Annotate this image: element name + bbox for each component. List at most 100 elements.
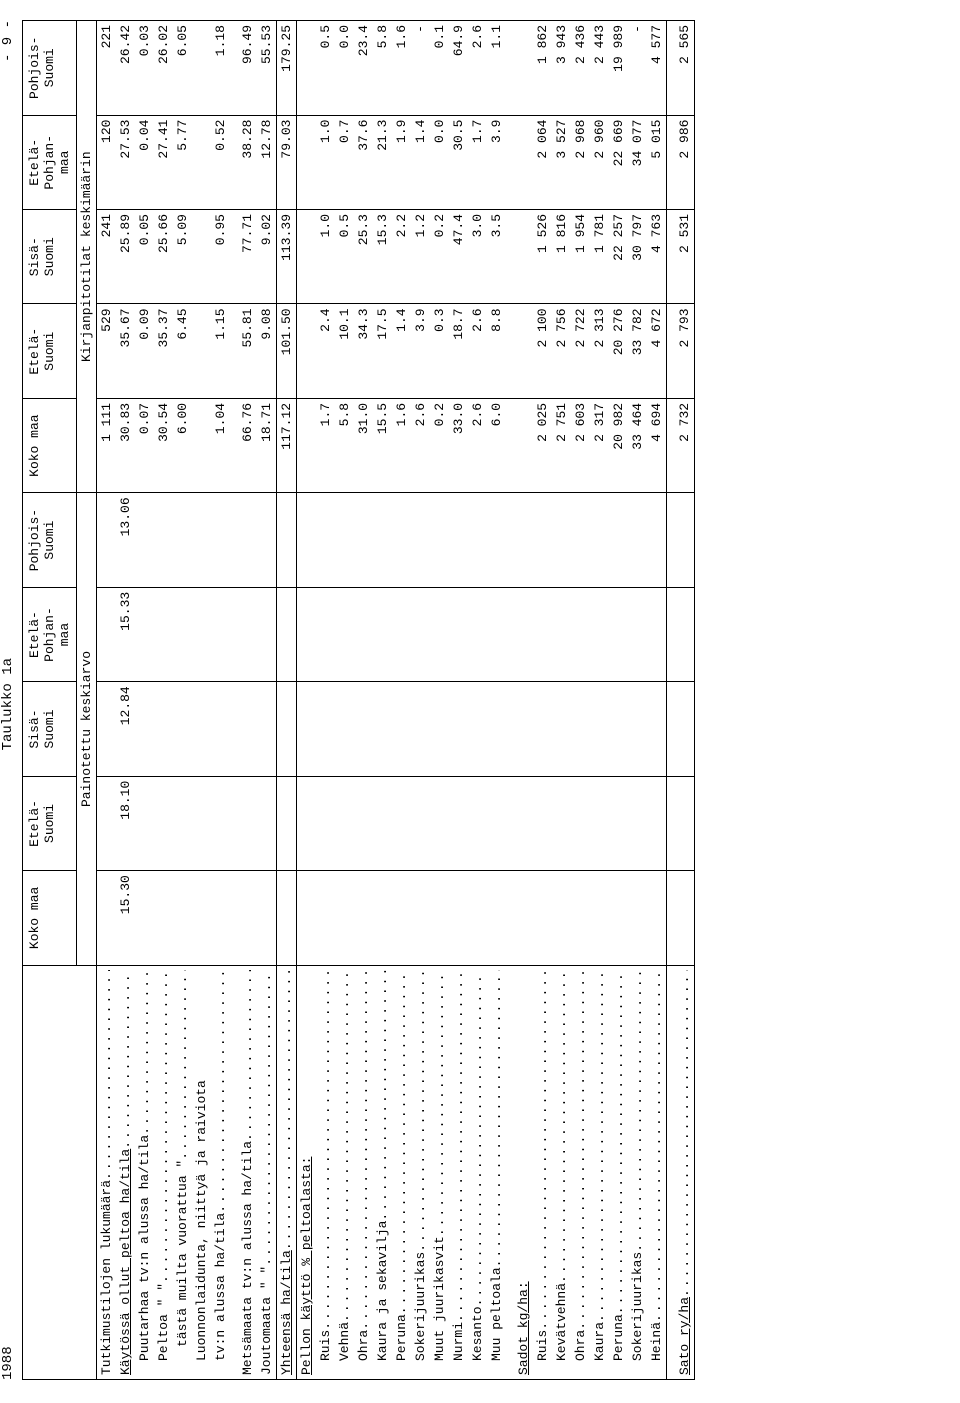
group-header-kirjanpito: Kirjanpitotilat keskimäärin: [77, 21, 97, 493]
cell: 221: [97, 21, 117, 116]
row-label: Sadot kg/ha:: [516, 1281, 531, 1375]
cell: 101.50: [277, 304, 297, 398]
cell: 1 954: [571, 210, 590, 304]
cell: 3.5: [487, 210, 506, 304]
cell: 0.5: [335, 210, 354, 304]
cell: 5.8: [373, 21, 392, 116]
cell: [552, 776, 571, 870]
row-label: Käytössä ollut peltoa ha/tila: [118, 1149, 133, 1375]
cell: 2.6: [468, 304, 487, 398]
cell: 3.9: [487, 115, 506, 209]
cell: [230, 776, 257, 870]
cell: 1 816: [552, 210, 571, 304]
cell: [392, 587, 411, 681]
row-label: Kevätvehnä: [554, 1283, 569, 1361]
dots: [318, 970, 333, 1330]
table-row: Puutarhaa tv:n alussa ha/tila0.070.090.0…: [135, 21, 154, 1380]
row-label: Ruis: [535, 1330, 550, 1361]
cell: 2 756: [552, 304, 571, 398]
cell: 18.10: [116, 776, 135, 870]
cell: [316, 493, 335, 587]
cell: 0.95: [211, 210, 230, 304]
cell: 0.5: [316, 21, 335, 116]
cell: [297, 210, 317, 304]
cell: 38.28: [230, 115, 257, 209]
cell: 15.30: [116, 871, 135, 965]
cell: 0.05: [135, 210, 154, 304]
cell: 6.0: [487, 398, 506, 492]
cell: [335, 493, 354, 587]
cell: [411, 493, 430, 587]
cell: [97, 682, 117, 776]
cell: 2 100: [533, 304, 552, 398]
cell: [667, 682, 695, 776]
cell: [392, 871, 411, 965]
cell: [392, 776, 411, 870]
table-row: Ruis2 0252 1001 5262 0641 862: [533, 21, 552, 1380]
table-row: Vehnä5.810.10.50.70.0: [335, 21, 354, 1380]
cell: [487, 871, 506, 965]
cell: [373, 587, 392, 681]
cell: [257, 587, 277, 681]
row-label: Tutkimustilojen lukumäärä: [99, 1180, 114, 1375]
cell: 0.2: [430, 210, 449, 304]
cell: [192, 115, 211, 209]
cell: 0.1: [430, 21, 449, 116]
cell: 26.42: [116, 21, 135, 116]
cell: [354, 682, 373, 776]
table-row: Sato ry/ha2 7322 7932 5312 9862 565: [667, 21, 695, 1380]
cell: [667, 776, 695, 870]
cell: [297, 871, 317, 965]
row-label: Heinä: [649, 1322, 664, 1361]
cell: [335, 587, 354, 681]
dots: [592, 970, 607, 1322]
table-row: Muut juurikasvit0.20.30.20.00.1: [430, 21, 449, 1380]
cell: 0.0: [430, 115, 449, 209]
cell: 25.66: [154, 210, 173, 304]
cell: [135, 587, 154, 681]
dots: [279, 970, 294, 1251]
cell: 15.5: [373, 398, 392, 492]
cell: [552, 587, 571, 681]
cell: 1.0: [316, 115, 335, 209]
cell: [487, 682, 506, 776]
cell: [468, 493, 487, 587]
col-header: Etelä-Pohjan-maa: [23, 587, 77, 681]
cell: 2.6: [468, 21, 487, 116]
cell: [571, 682, 590, 776]
cell: [552, 493, 571, 587]
cell: [211, 776, 230, 870]
cell: [354, 776, 373, 870]
cell: 34 077: [628, 115, 647, 209]
row-label: Peruna: [394, 1314, 409, 1361]
cell: 12.84: [116, 682, 135, 776]
table-row: tv:n alussa ha/tila1.041.150.950.521.18: [211, 21, 230, 1380]
cell: 2 793: [667, 304, 695, 398]
cell: [571, 776, 590, 870]
cell: [590, 776, 609, 870]
cell: 0.09: [135, 304, 154, 398]
row-label: Sokerijuurikas: [630, 1252, 645, 1361]
cell: [571, 871, 590, 965]
col-header: Sisä-Suomi: [23, 210, 77, 304]
row-label: tv:n alussa ha/tila: [213, 1213, 228, 1361]
cell: [192, 21, 211, 116]
label-col-header: [23, 965, 97, 1379]
cell: [211, 871, 230, 965]
cell: 2 443: [590, 21, 609, 116]
cell: 2 732: [667, 398, 695, 492]
cell: 25.89: [116, 210, 135, 304]
cell: 22 669: [609, 115, 628, 209]
cell: [154, 776, 173, 870]
cell: [552, 871, 571, 965]
cell: 4 672: [647, 304, 667, 398]
table-row: Kevätvehnä2 7512 7561 8163 5273 943: [552, 21, 571, 1380]
table-row: Nurmi33.018.747.430.564.9: [449, 21, 468, 1380]
cell: [533, 587, 552, 681]
cell: 2 603: [571, 398, 590, 492]
row-label: Muut juurikasvit: [432, 1236, 447, 1361]
cell: [430, 776, 449, 870]
cell: [154, 587, 173, 681]
cell: [97, 493, 117, 587]
cell: 2.2: [392, 210, 411, 304]
